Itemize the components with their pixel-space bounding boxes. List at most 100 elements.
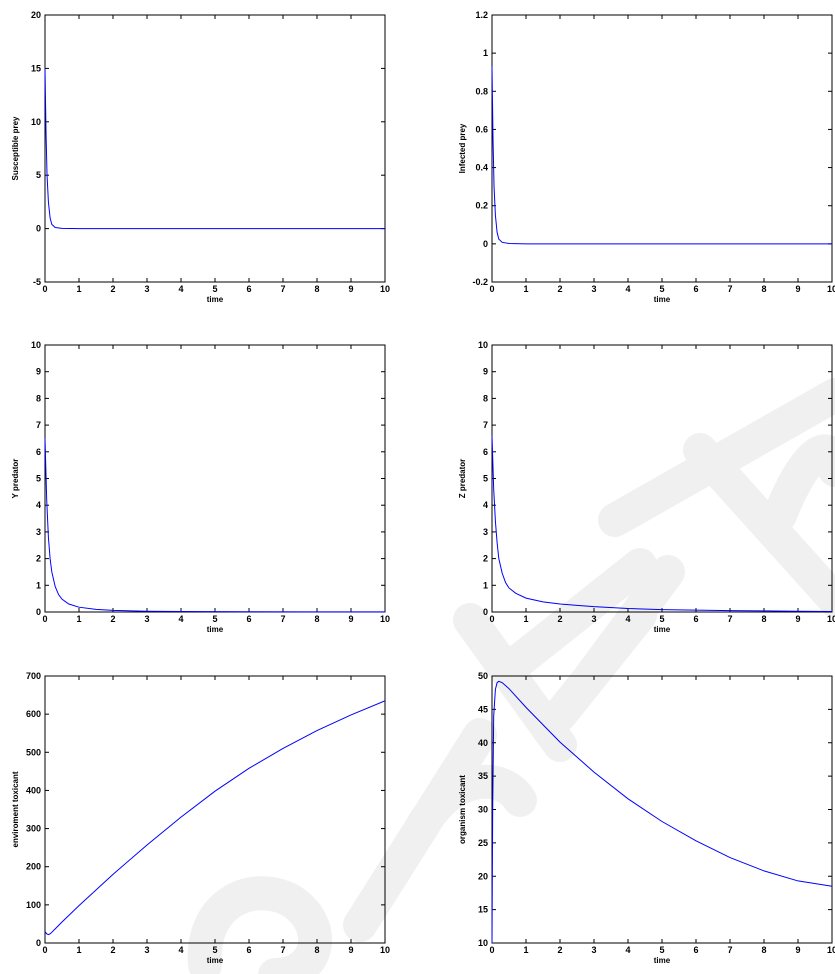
y-axis-label: enviroment toxicant — [11, 771, 20, 847]
x-tick-label: 4 — [625, 284, 630, 294]
x-tick-label: 1 — [523, 614, 528, 624]
chart-panel: 0 1 2 3 4 5 6 7 8 9 10101520253035404550timeorgani… — [458, 671, 835, 965]
x-tick-label: 7 — [727, 614, 732, 624]
y-tick-label: 10 — [31, 117, 41, 127]
x-tick-label: 9 — [795, 284, 800, 294]
y-tick-label: 35 — [478, 771, 488, 781]
x-tick-label: 2 — [557, 945, 562, 955]
x-tick-label: 8 — [314, 945, 319, 955]
series-line — [44, 68, 385, 230]
y-axis-label: Infected prey — [458, 123, 467, 173]
x-tick-label: 5 — [212, 614, 217, 624]
y-tick-label: 0 — [36, 607, 41, 617]
y-tick-label: 7 — [483, 420, 488, 430]
x-tick-label: 0 — [489, 284, 494, 294]
x-tick-label: 10 — [380, 945, 390, 955]
plot-area — [491, 14, 833, 283]
y-tick-label: 0 — [36, 938, 41, 948]
y-tick-label: 1 — [36, 580, 41, 590]
y-tick-label: 6 — [483, 447, 488, 457]
x-tick-label: 3 — [144, 614, 149, 624]
y-tick-label: 5 — [36, 474, 41, 484]
y-tick-label: 45 — [478, 704, 488, 714]
x-tick-label: 10 — [380, 614, 390, 624]
y-tick-label: 3 — [483, 527, 488, 537]
y-tick-label: 4 — [36, 500, 41, 510]
y-tick-label: 7 — [36, 420, 41, 430]
x-axis-label: time — [654, 956, 671, 965]
y-tick-label: 2 — [36, 554, 41, 564]
x-tick-label: 6 — [693, 945, 698, 955]
x-tick-label: 6 — [246, 284, 251, 294]
x-tick-label: 0 — [42, 284, 47, 294]
x-tick-label: 5 — [212, 945, 217, 955]
y-tick-label: 9 — [483, 367, 488, 377]
x-tick-label: 3 — [591, 614, 596, 624]
y-axis-label: Z predator — [458, 459, 467, 499]
x-tick-label: 2 — [557, 284, 562, 294]
x-tick-label: 3 — [144, 284, 149, 294]
y-axis-label: organism toxicant — [458, 775, 467, 844]
chart-panel: 0 1 2 3 4 5 6 7 8 9 100100200300400500600700timeen… — [11, 671, 390, 965]
x-tick-label: 3 — [591, 945, 596, 955]
y-tick-label: 1 — [483, 580, 488, 590]
y-tick-label: 9 — [36, 367, 41, 377]
x-tick-label: 8 — [314, 614, 319, 624]
x-tick-label: 8 — [314, 284, 319, 294]
y-tick-label: 25 — [478, 838, 488, 848]
y-tick-label: 0 — [483, 239, 488, 249]
y-tick-label: 10 — [478, 938, 488, 948]
y-tick-label: 5 — [483, 474, 488, 484]
x-axis-label: time — [207, 956, 224, 965]
x-tick-label: 4 — [178, 945, 183, 955]
x-tick-label: 8 — [761, 284, 766, 294]
y-tick-label: 8 — [483, 393, 488, 403]
x-tick-label: 7 — [280, 284, 285, 294]
y-tick-label: 10 — [31, 340, 41, 350]
x-tick-label: 8 — [761, 945, 766, 955]
y-tick-label: 10 — [478, 340, 488, 350]
x-tick-label: 0 — [489, 945, 494, 955]
chart-panel: 0 1 2 3 4 5 6 7 8 9 10-0.200.20.40.60.811.2timeInf… — [458, 10, 835, 304]
x-tick-label: 6 — [693, 284, 698, 294]
y-tick-label: 4 — [483, 500, 488, 510]
x-tick-label: 7 — [280, 614, 285, 624]
y-tick-label: 1 — [483, 48, 488, 58]
series-line — [44, 700, 386, 936]
y-tick-label: 40 — [478, 738, 488, 748]
x-tick-label: 4 — [625, 945, 630, 955]
plot-area — [44, 14, 386, 283]
x-tick-label: 0 — [42, 614, 47, 624]
x-tick-label: 10 — [827, 284, 835, 294]
y-tick-label: 2 — [483, 554, 488, 564]
series-line — [491, 435, 833, 612]
x-tick-label: 0 — [42, 945, 47, 955]
x-tick-label: 7 — [280, 945, 285, 955]
x-tick-label: 3 — [144, 945, 149, 955]
y-tick-label: 0.6 — [475, 124, 488, 134]
x-tick-label: 1 — [76, 284, 81, 294]
plot-area — [491, 344, 833, 613]
x-tick-label: 9 — [348, 945, 353, 955]
y-tick-label: 20 — [478, 871, 488, 881]
y-tick-label: 700 — [26, 671, 41, 681]
x-tick-label: 3 — [591, 284, 596, 294]
y-tick-label: -5 — [33, 277, 41, 287]
x-tick-label: 10 — [827, 945, 835, 955]
x-tick-label: 2 — [557, 614, 562, 624]
x-tick-label: 5 — [659, 284, 664, 294]
x-tick-label: 1 — [76, 614, 81, 624]
x-tick-label: 7 — [727, 284, 732, 294]
watermark — [187, 378, 835, 974]
y-tick-label: 0.4 — [475, 163, 488, 173]
series-line — [491, 66, 832, 245]
x-tick-label: 10 — [827, 614, 835, 624]
x-tick-label: 5 — [659, 945, 664, 955]
x-tick-label: 0 — [489, 614, 494, 624]
x-tick-label: 6 — [246, 614, 251, 624]
y-axis-label: Y predator — [11, 459, 20, 499]
x-tick-label: 4 — [178, 614, 183, 624]
x-tick-label: 6 — [246, 945, 251, 955]
